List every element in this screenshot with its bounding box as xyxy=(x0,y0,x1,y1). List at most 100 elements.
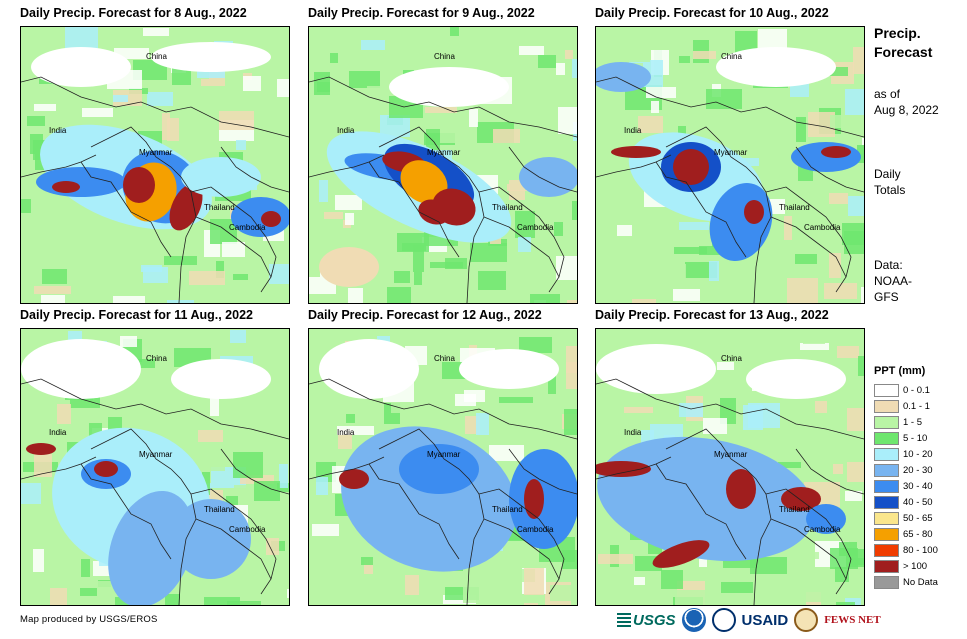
legend-item: 65 - 80 xyxy=(874,526,938,542)
legend-title: PPT (mm) xyxy=(874,365,926,377)
map-label-thailand: Thailand xyxy=(779,203,810,212)
usgs-mark-icon xyxy=(617,613,631,627)
map-label-china: China xyxy=(721,354,742,363)
legend-swatch xyxy=(874,383,899,397)
legend-swatch xyxy=(874,495,899,509)
map-label-india: India xyxy=(624,126,642,135)
legend-swatch xyxy=(874,575,899,589)
map-label-thailand: Thailand xyxy=(492,505,523,514)
map-label-china: China xyxy=(434,354,455,363)
legend-item: > 100 xyxy=(874,558,938,574)
map-label-myanmar: Myanmar xyxy=(427,148,461,157)
legend-item: 20 - 30 xyxy=(874,462,938,478)
legend-label: 80 - 100 xyxy=(903,544,938,556)
precip-map-canvas: China India Myanmar Thailand Cambodia xyxy=(309,27,577,303)
map-label-thailand: Thailand xyxy=(779,505,810,514)
legend-item: 0.1 - 1 xyxy=(874,398,938,414)
legend-swatch xyxy=(874,479,899,493)
map-label-thailand: Thailand xyxy=(204,203,235,212)
daily-totals-note: Daily Totals xyxy=(874,166,905,198)
map-label-thailand: Thailand xyxy=(492,203,523,212)
map-label-myanmar: Myanmar xyxy=(427,450,461,459)
precip-map: China India Myanmar Thailand Cambodia xyxy=(595,26,865,304)
legend-item: 1 - 5 xyxy=(874,414,938,430)
legend-item: 0 - 0.1 xyxy=(874,382,938,398)
map-label-myanmar: Myanmar xyxy=(714,450,748,459)
fews-net-seal-icon xyxy=(794,608,819,632)
legend-label: 40 - 50 xyxy=(903,496,933,508)
map-label-india: India xyxy=(49,428,67,437)
map-label-china: China xyxy=(146,52,167,61)
legend-swatch xyxy=(874,543,899,557)
totals-line2: Totals xyxy=(874,183,906,197)
precip-map-canvas: China India Myanmar Thailand Cambodia xyxy=(596,329,864,605)
map-label-thailand: Thailand xyxy=(204,505,235,514)
precip-map: China India Myanmar Thailand Cambodia xyxy=(595,328,865,606)
map-label-india: India xyxy=(49,126,67,135)
legend-label: 30 - 40 xyxy=(903,480,933,492)
panel-title: Daily Precip. Forecast for 9 Aug., 2022 xyxy=(308,6,535,20)
map-label-india: India xyxy=(337,126,355,135)
forecast-panel-aug13: Daily Precip. Forecast for 13 Aug., 2022… xyxy=(595,308,885,608)
logo-bar: USGS USAID FEWS NET xyxy=(617,606,881,634)
legend-item: 50 - 65 xyxy=(874,510,938,526)
map-label-india: India xyxy=(337,428,355,437)
map-credit: Map produced by USGS/EROS xyxy=(20,614,158,625)
data-line3: GFS xyxy=(874,290,899,304)
map-label-cambodia: Cambodia xyxy=(517,223,554,232)
precip-map-canvas: China India Myanmar Thailand Cambodia xyxy=(596,27,864,303)
precip-map: China India Myanmar Thailand Cambodia xyxy=(308,26,578,304)
legend-swatch xyxy=(874,559,899,573)
map-label-myanmar: Myanmar xyxy=(139,148,173,157)
map-label-cambodia: Cambodia xyxy=(229,223,266,232)
legend-item: No Data xyxy=(874,574,938,590)
legend-item: 5 - 10 xyxy=(874,430,938,446)
map-label-cambodia: Cambodia xyxy=(804,525,841,534)
legend-label: 0.1 - 1 xyxy=(903,400,930,412)
legend-label: 20 - 30 xyxy=(903,464,933,476)
map-label-china: China xyxy=(721,52,742,61)
usaid-logo-text: USAID xyxy=(741,611,789,629)
legend-label: 10 - 20 xyxy=(903,448,933,460)
precip-map: China India Myanmar Thailand Cambodia xyxy=(20,328,290,606)
sidebar-title-line1: Precip. xyxy=(874,25,921,41)
panel-title: Daily Precip. Forecast for 8 Aug., 2022 xyxy=(20,6,247,20)
legend-swatch xyxy=(874,527,899,541)
data-source-note: Data: NOAA- GFS xyxy=(874,257,912,305)
as-of-date: as of Aug 8, 2022 xyxy=(874,86,939,118)
forecast-panel-aug10: Daily Precip. Forecast for 10 Aug., 2022… xyxy=(595,6,885,306)
noaa-logo-icon xyxy=(681,608,706,632)
legend-item: 40 - 50 xyxy=(874,494,938,510)
forecast-panel-aug12: Daily Precip. Forecast for 12 Aug., 2022… xyxy=(308,308,598,608)
totals-line1: Daily xyxy=(874,167,901,181)
usgs-logo-text: USGS xyxy=(633,611,676,629)
legend-item: 30 - 40 xyxy=(874,478,938,494)
as-of-line2: Aug 8, 2022 xyxy=(874,103,939,117)
legend-swatch xyxy=(874,415,899,429)
map-label-cambodia: Cambodia xyxy=(517,525,554,534)
map-label-india: India xyxy=(624,428,642,437)
legend-swatch xyxy=(874,447,899,461)
map-label-myanmar: Myanmar xyxy=(139,450,173,459)
panel-title: Daily Precip. Forecast for 12 Aug., 2022 xyxy=(308,308,542,322)
forecast-panel-aug9: Daily Precip. Forecast for 9 Aug., 2022 … xyxy=(308,6,598,306)
legend-swatch xyxy=(874,511,899,525)
precip-map: China India Myanmar Thailand Cambodia xyxy=(308,328,578,606)
forecast-panel-aug8: Daily Precip. Forecast for 8 Aug., 2022 … xyxy=(20,6,310,306)
map-label-china: China xyxy=(434,52,455,61)
legend-label: 5 - 10 xyxy=(903,432,928,444)
data-line2: NOAA- xyxy=(874,274,913,288)
sidebar-title-line2: Forecast xyxy=(874,44,933,60)
panel-title: Daily Precip. Forecast for 10 Aug., 2022 xyxy=(595,6,829,20)
panel-title: Daily Precip. Forecast for 11 Aug., 2022 xyxy=(20,308,253,322)
legend-label: 50 - 65 xyxy=(903,512,933,524)
forecast-panel-aug11: Daily Precip. Forecast for 11 Aug., 2022… xyxy=(20,308,310,608)
legend-swatch xyxy=(874,463,899,477)
map-label-cambodia: Cambodia xyxy=(229,525,266,534)
precip-map: China India Myanmar Thailand Cambodia xyxy=(20,26,290,304)
legend-label: 1 - 5 xyxy=(903,416,923,428)
data-line1: Data: xyxy=(874,258,903,272)
legend-label: 0 - 0.1 xyxy=(903,384,930,396)
map-label-cambodia: Cambodia xyxy=(804,223,841,232)
map-label-myanmar: Myanmar xyxy=(714,148,748,157)
